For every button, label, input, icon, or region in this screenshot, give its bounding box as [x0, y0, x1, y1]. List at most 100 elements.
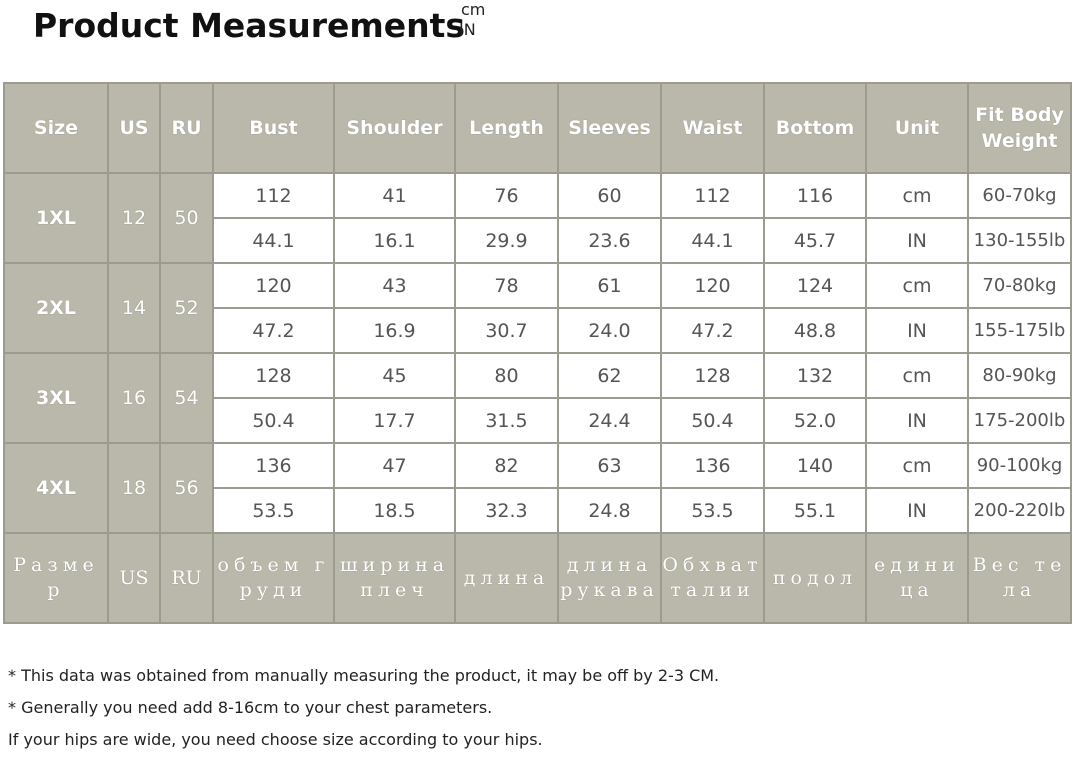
sleeves-cm: 61 — [557, 262, 662, 309]
bottom-in: 45.7 — [763, 217, 867, 264]
table-row: 4XL 18 56 136 47 82 63 136 140 cm 90-100… — [3, 442, 1072, 534]
weight-lb: 130-155lb — [967, 217, 1072, 264]
note-line: If your hips are wide, you need choose s… — [8, 730, 543, 749]
weight-lb: 200-220lb — [967, 487, 1072, 534]
bottom-in: 48.8 — [763, 307, 867, 354]
us-cell: 12 — [107, 172, 161, 264]
table-row: 50.4 17.7 31.5 24.4 50.4 52.0 IN 175-200… — [4, 397, 1072, 444]
waist-cm: 136 — [660, 442, 765, 489]
sleeves-cm: 62 — [557, 352, 662, 399]
length-in: 32.3 — [454, 487, 559, 534]
header-length: Length — [454, 82, 559, 174]
waist-cm: 112 — [660, 172, 765, 219]
unit-cm-label: cm — [461, 0, 486, 19]
header-waist: Waist — [660, 82, 765, 174]
shoulder-cm: 41 — [333, 172, 456, 219]
sleeves-in: 24.8 — [557, 487, 662, 534]
ru-cell: 50 — [159, 172, 214, 264]
header-bust: Bust — [212, 82, 335, 174]
ru-cell: 56 — [159, 442, 214, 534]
length-cm: 76 — [454, 172, 559, 219]
ru-header-waist: Обхват талии — [660, 532, 765, 624]
note-line: * Generally you need add 8-16cm to your … — [8, 698, 493, 717]
page-title: Product Measurements — [33, 6, 466, 45]
sleeves-in: 24.0 — [557, 307, 662, 354]
weight-lb: 175-200lb — [967, 397, 1072, 444]
ru-header-bottom: подол — [763, 532, 867, 624]
length-cm: 80 — [454, 352, 559, 399]
shoulder-cm: 47 — [333, 442, 456, 489]
waist-cm: 128 — [660, 352, 765, 399]
shoulder-in: 16.9 — [333, 307, 456, 354]
length-in: 31.5 — [454, 397, 559, 444]
sleeves-in: 23.6 — [557, 217, 662, 264]
table-row: 1XL 12 50 112 41 76 60 112 116 cm 60-70k… — [3, 172, 1072, 264]
table-row: 2XL 14 52 120 43 78 61 120 124 cm 70-80k… — [3, 262, 1072, 354]
header-size: Size — [3, 82, 109, 174]
unit-cm: cm — [865, 442, 969, 489]
unit-in: IN — [865, 487, 969, 534]
bust-cm: 120 — [212, 262, 335, 309]
bottom-cm: 116 — [763, 172, 867, 219]
ru-header-ru: RU — [159, 532, 214, 624]
size-chart-table: Size US RU Bust Shoulder Length Sleeves … — [3, 82, 1072, 624]
us-cell: 18 — [107, 442, 161, 534]
length-cm: 78 — [454, 262, 559, 309]
weight-kg: 80-90kg — [967, 352, 1072, 399]
unit-in: IN — [865, 217, 969, 264]
shoulder-in: 18.5 — [333, 487, 456, 534]
bottom-cm: 132 — [763, 352, 867, 399]
ru-header-size: Размер — [3, 532, 109, 624]
bust-cm: 136 — [212, 442, 335, 489]
size-cell: 1XL — [3, 172, 109, 264]
bust-in: 44.1 — [212, 217, 335, 264]
size-cell: 2XL — [3, 262, 109, 354]
header-shoulder: Shoulder — [333, 82, 456, 174]
shoulder-cm: 45 — [333, 352, 456, 399]
note-line: * This data was obtained from manually m… — [8, 666, 720, 685]
waist-in: 53.5 — [660, 487, 765, 534]
ru-header-sleeves: длина рукава — [557, 532, 662, 624]
measurement-notes: * This data was obtained from manually m… — [8, 664, 719, 760]
unit-toggle: cm IN — [459, 0, 485, 40]
shoulder-in: 17.7 — [333, 397, 456, 444]
bust-in: 47.2 — [212, 307, 335, 354]
us-cell: 14 — [107, 262, 161, 354]
ru-header-weight: Вес тела — [967, 532, 1072, 624]
sleeves-cm: 63 — [557, 442, 662, 489]
ru-header-unit: единица — [865, 532, 969, 624]
unit-in: IN — [865, 397, 969, 444]
ru-header-us: US — [107, 532, 161, 624]
unit-cm: cm — [865, 172, 969, 219]
weight-lb: 155-175lb — [967, 307, 1072, 354]
unit-cm: cm — [865, 262, 969, 309]
bottom-in: 55.1 — [763, 487, 867, 534]
header-us: US — [107, 82, 161, 174]
length-in: 30.7 — [454, 307, 559, 354]
sleeves-cm: 60 — [557, 172, 662, 219]
bottom-in: 52.0 — [763, 397, 867, 444]
bottom-cm: 124 — [763, 262, 867, 309]
table-row: 53.5 18.5 32.3 24.8 53.5 55.1 IN 200-220… — [4, 487, 1072, 534]
length-in: 29.9 — [454, 217, 559, 264]
ru-cell: 54 — [159, 352, 214, 444]
ru-header-length: длина — [454, 532, 559, 624]
waist-in: 50.4 — [660, 397, 765, 444]
waist-cm: 120 — [660, 262, 765, 309]
header-bottom: Bottom — [763, 82, 867, 174]
length-cm: 82 — [454, 442, 559, 489]
ru-header-shoulder: ширина плеч — [333, 532, 456, 624]
ru-header-bust: объем груди — [212, 532, 335, 624]
header-fit-body-weight: Fit Body Weight — [967, 82, 1072, 174]
bottom-cm: 140 — [763, 442, 867, 489]
bust-cm: 128 — [212, 352, 335, 399]
ru-cell: 52 — [159, 262, 214, 354]
bust-in: 53.5 — [212, 487, 335, 534]
waist-in: 47.2 — [660, 307, 765, 354]
size-cell: 3XL — [3, 352, 109, 444]
unit-in: IN — [865, 307, 969, 354]
table-row: 47.2 16.9 30.7 24.0 47.2 48.8 IN 155-175… — [4, 307, 1072, 354]
header-unit: Unit — [865, 82, 969, 174]
us-cell: 16 — [107, 352, 161, 444]
shoulder-in: 16.1 — [333, 217, 456, 264]
